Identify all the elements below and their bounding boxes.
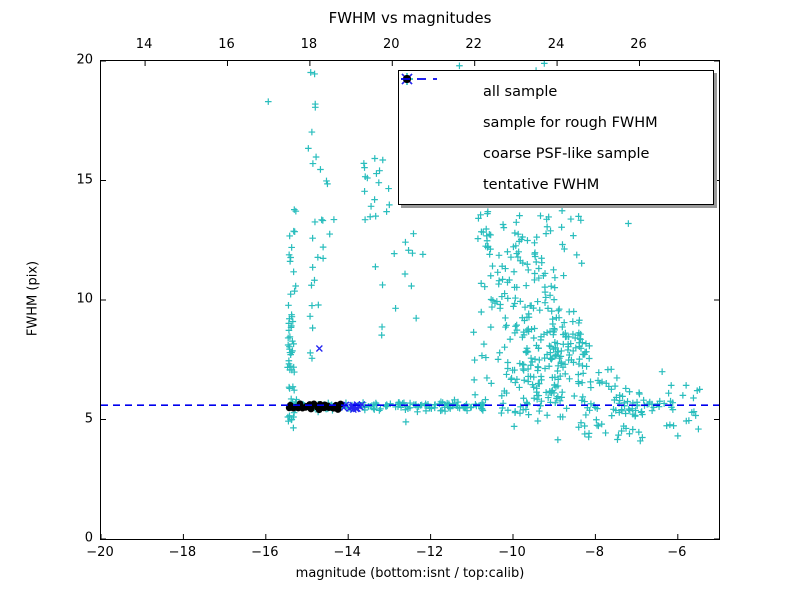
y-axis-label: FWHM (pix) (25, 260, 41, 337)
x-tick-label: −12 (415, 545, 444, 560)
top-tick-label: 24 (547, 37, 565, 52)
legend-label: sample for rough FWHM (483, 114, 658, 131)
y-tick-label: 20 (76, 52, 93, 68)
chart-title: FWHM vs magnitudes (328, 9, 492, 27)
x-tick-label: −14 (333, 545, 361, 560)
legend-label: all sample (483, 83, 558, 100)
x-tick-label: −8 (584, 545, 604, 560)
x-tick-label: −16 (251, 545, 279, 560)
legend-label: tentative FWHM (483, 176, 600, 193)
legend: all sample sample for rough FWHM coarse PS… (398, 70, 714, 205)
y-tick-label: 10 (76, 291, 93, 307)
legend-item: sample for rough FWHM (399, 73, 713, 138)
y-tick-label: 15 (76, 172, 93, 187)
top-tick-label: 16 (218, 37, 235, 52)
top-tick-label: 18 (300, 37, 318, 52)
y-tick-label: 5 (84, 411, 93, 426)
legend-item: all sample (399, 73, 713, 107)
top-tick-label: 26 (630, 37, 647, 52)
legend-item: coarse PSF-like sample (399, 75, 713, 169)
legend-item: tentative FWHM (399, 78, 713, 200)
legend-label: coarse PSF-like sample (483, 145, 650, 162)
x-tick-label: −10 (498, 545, 526, 560)
top-tick-label: 20 (383, 37, 400, 52)
scatter-canvas (101, 61, 719, 539)
x-tick-label: −6 (667, 545, 687, 560)
y-tick-label: 0 (84, 530, 93, 546)
x-tick-label: −18 (168, 545, 197, 560)
x-tick-label: −20 (86, 545, 114, 560)
plot-area: all sample sample for rough FWHM coarse PS… (100, 60, 720, 540)
top-tick-label: 22 (465, 37, 482, 52)
top-tick-label: 14 (135, 37, 153, 52)
x-axis-label: magnitude (bottom:isnt / top:calib) (295, 566, 525, 581)
